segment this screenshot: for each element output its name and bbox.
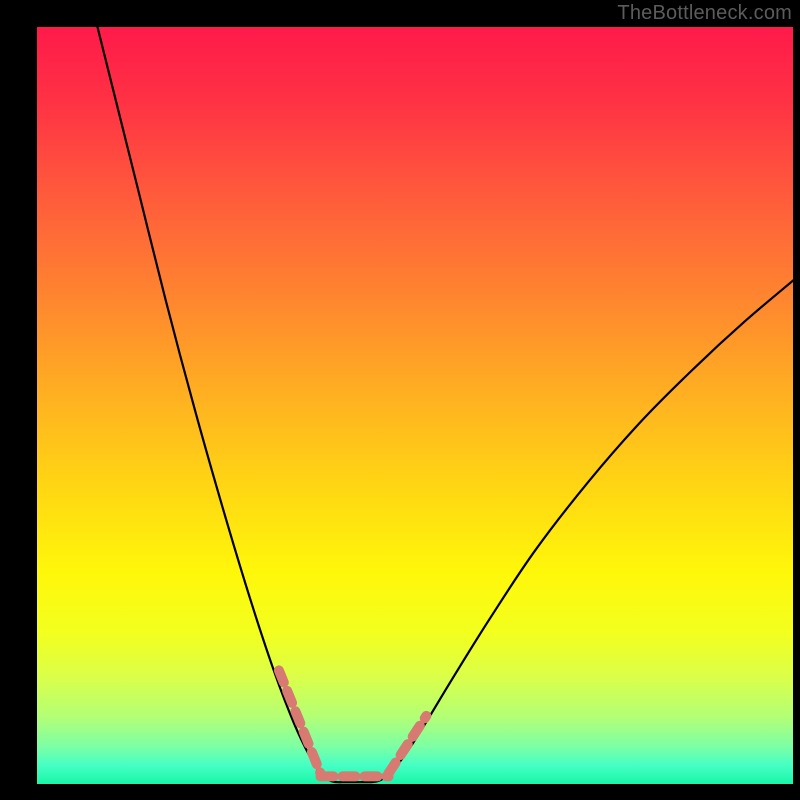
plot-area — [37, 27, 793, 784]
highlight-overlay — [279, 670, 426, 776]
highlight-segment — [279, 670, 321, 773]
highlight-segment — [389, 716, 427, 774]
chart-svg — [37, 27, 793, 784]
watermark-text: TheBottleneck.com — [617, 2, 792, 25]
bottleneck-curve — [97, 27, 793, 782]
